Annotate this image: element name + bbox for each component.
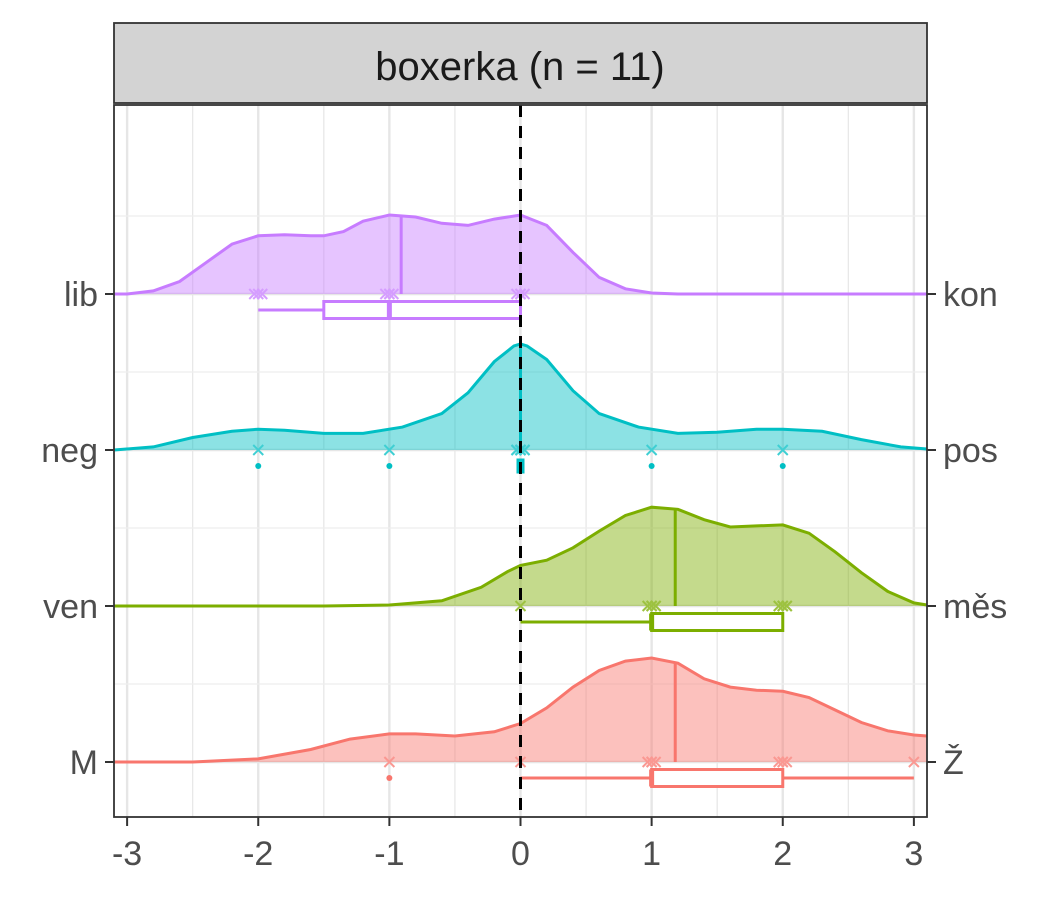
y-label-right: Ž [943, 744, 964, 782]
outlier-neg [648, 463, 655, 469]
outlier-neg [255, 463, 262, 469]
facet-strip: boxerka (n = 11) [113, 22, 928, 104]
box-lib [322, 300, 522, 320]
x-tick-label: -2 [243, 835, 273, 873]
y-label-left: ven [43, 588, 98, 626]
data-point-M [641, 756, 654, 768]
data-point-ven [649, 600, 662, 612]
data-point-neg [252, 444, 264, 456]
data-point-M [645, 756, 658, 768]
ridge-ven [114, 505, 928, 632]
data-point-lib [379, 288, 392, 300]
data-point-M [383, 756, 396, 768]
data-point-lib [248, 288, 260, 300]
data-point-M [908, 756, 920, 768]
density-line-M [114, 656, 928, 764]
y-label-left: lib [64, 276, 98, 314]
x-tick-label: 2 [773, 835, 792, 873]
density-line-lib [114, 213, 927, 296]
outlier-neg [386, 463, 393, 469]
box-M [650, 768, 785, 788]
x-tick-label: 3 [904, 835, 923, 873]
density-area-ven [114, 507, 927, 606]
facet-strip-title: boxerka (n = 11) [375, 45, 664, 89]
data-point-ven [777, 600, 789, 612]
outlier-neg [779, 463, 786, 469]
data-point-neg [777, 444, 789, 456]
box-ven [650, 612, 785, 632]
data-point-M [777, 756, 789, 768]
data-point-ven [514, 600, 527, 612]
data-point-neg [383, 444, 396, 456]
y-label-left: M [70, 744, 98, 782]
data-point-lib [252, 288, 264, 300]
data-point-ven [781, 600, 793, 612]
data-point-ven [645, 600, 658, 612]
data-point-lib [383, 288, 396, 300]
y-axis-right: kon pos měs Ž [927, 276, 1007, 782]
density-area-M [114, 658, 927, 762]
density-line-ven [114, 505, 928, 608]
y-label-right: kon [943, 276, 998, 314]
y-axis-left: lib neg ven M [41, 276, 114, 782]
data-point-M [773, 756, 785, 768]
y-label-right: pos [943, 432, 998, 470]
y-label-left: neg [41, 432, 98, 470]
x-axis: -3 -2 -1 0 1 2 3 [112, 817, 923, 873]
x-tick-label: 0 [511, 835, 530, 873]
ridge-M [114, 656, 928, 788]
x-tick-label: -3 [112, 835, 142, 873]
x-tick-label: -1 [374, 835, 404, 873]
y-label-right: měs [943, 588, 1007, 626]
x-tick-label: 1 [642, 835, 661, 873]
data-point-neg [645, 444, 658, 456]
outlier-M [386, 775, 393, 781]
